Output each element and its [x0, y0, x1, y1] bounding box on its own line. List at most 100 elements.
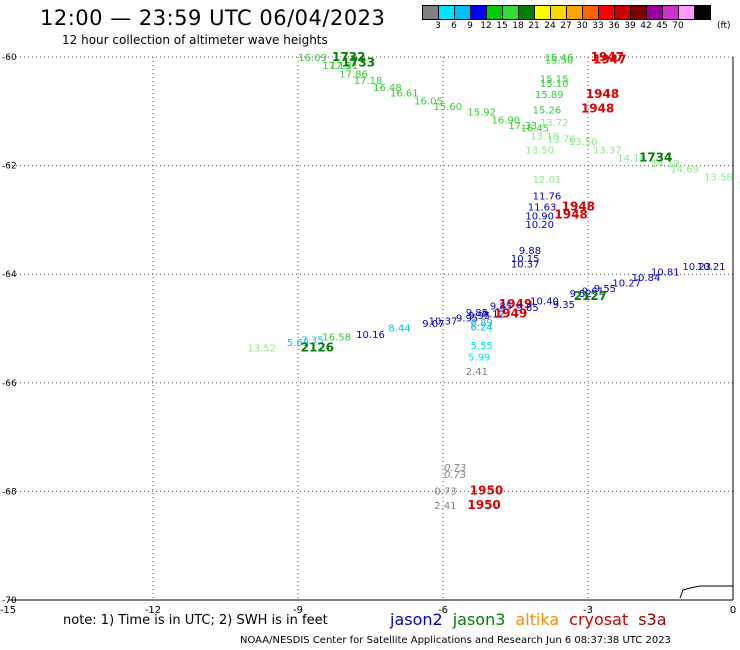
data-label: 11.63	[528, 202, 557, 213]
data-label: 16.48	[373, 83, 402, 94]
y-tick-label: -70	[2, 596, 17, 606]
data-label: 1948	[554, 207, 587, 221]
data-label: 13.58	[704, 172, 733, 183]
data-label: 15.10	[540, 79, 569, 90]
legend-label-14: 45	[656, 21, 668, 31]
data-label: 1949	[499, 297, 532, 311]
data-label: 13.76	[547, 134, 576, 145]
data-label: 1733	[342, 55, 375, 69]
y-tick-label: -62	[2, 162, 17, 172]
data-label: 15.60	[434, 102, 463, 113]
data-label: 9.55	[594, 284, 616, 295]
legend-label-1: 6	[451, 21, 457, 31]
data-label: 9.52	[570, 289, 592, 300]
data-label: 17.86	[339, 69, 368, 80]
data-label: 10.16	[356, 330, 385, 341]
data-label: 1948	[581, 102, 614, 116]
data-label: 9.88	[519, 246, 541, 257]
data-label: 16.09	[298, 53, 327, 64]
chart-title: 12:00 — 23:59 UTC 06/04/2023	[40, 6, 386, 30]
data-label: 13.18	[530, 132, 559, 143]
legend-label-9: 30	[576, 21, 588, 31]
data-label: 12.01	[533, 175, 562, 186]
data-label: 1947	[591, 50, 624, 64]
data-label: 8.44	[388, 323, 410, 334]
legend-label-6: 21	[528, 21, 540, 31]
data-label: 15.46	[545, 53, 574, 64]
legend-label-15: 70	[672, 21, 684, 31]
legend-label-5: 18	[512, 21, 524, 31]
legend-color-17	[694, 5, 711, 20]
y-tick-label: -68	[2, 487, 17, 497]
legend-label-4: 15	[496, 21, 508, 31]
note-text: note: 1) Time is in UTC; 2) SWH is in fe…	[63, 613, 328, 628]
data-label: 10.23	[682, 262, 711, 273]
data-label: 9.61	[582, 286, 604, 297]
data-label: 10.15	[511, 254, 540, 265]
data-label: 17.31	[330, 61, 359, 72]
data-label: 15.89	[535, 90, 564, 101]
data-label: 11.76	[533, 191, 562, 202]
y-tick-label: -66	[2, 379, 17, 389]
data-label: 1949	[494, 306, 527, 320]
data-label: 2127	[574, 289, 607, 303]
data-label: 12.61	[738, 181, 740, 192]
data-label: 14.18	[651, 159, 680, 170]
color-scale-legend	[422, 5, 711, 20]
satellite-legend: jason2 jason3 altika cryosat s3a	[390, 610, 667, 629]
data-label: 15.50	[545, 56, 574, 67]
data-label: 13.72	[540, 118, 569, 129]
data-label: 10.20	[525, 220, 554, 231]
data-label: 17.33	[508, 121, 537, 132]
data-label: 10.21	[697, 262, 726, 273]
data-label: 0.73	[444, 470, 466, 481]
data-label: 15.26	[533, 106, 562, 117]
data-label: 9.85	[466, 308, 488, 319]
legend-label-3: 12	[480, 21, 492, 31]
data-label: 9.95	[456, 314, 478, 325]
data-label: 10.84	[632, 273, 661, 284]
y-tick-label: -60	[2, 53, 17, 63]
data-label: 16.05	[414, 96, 443, 107]
footer-credit: NOAA/NESDIS Center for Satellite Applica…	[240, 635, 671, 646]
data-label: 6.24	[471, 322, 493, 333]
data-label: 16.45	[521, 124, 550, 135]
x-tick-label: -9	[293, 605, 303, 616]
x-tick-label: 0	[730, 605, 736, 616]
data-label: 10.90	[525, 212, 554, 223]
data-label: 10.81	[651, 267, 680, 278]
data-label: 15.15	[540, 75, 569, 86]
data-label: 1947	[593, 53, 626, 67]
color-scale-unit: (ft)	[717, 21, 731, 31]
data-label: 5.99	[468, 353, 490, 364]
data-label: 13.50	[569, 137, 598, 148]
data-label: 1950	[467, 498, 500, 512]
data-label: 9.12	[483, 309, 505, 320]
data-label: 16.58	[322, 333, 351, 344]
data-label: 9.07	[422, 319, 444, 330]
data-label: 2.41	[434, 501, 456, 512]
data-label: 9.95	[468, 311, 490, 322]
x-tick-label: -15	[0, 605, 16, 616]
satellite-altika: altika	[515, 610, 560, 629]
data-label: 17.18	[354, 76, 383, 87]
data-label: 6.89	[471, 318, 493, 329]
data-label: 5.55	[471, 341, 493, 352]
x-tick-label: -3	[583, 605, 593, 616]
data-label: 9.85	[516, 303, 538, 314]
data-label: 10.40	[530, 296, 559, 307]
legend-label-11: 36	[608, 21, 620, 31]
data-label: 14.16	[617, 153, 646, 164]
legend-label-2: 9	[467, 21, 473, 31]
color-scale-labels: 3 6 9 12 15 18 21 24 27 30 33 36 39 42 45 70	[422, 21, 686, 31]
data-label: 17.15	[322, 61, 351, 72]
x-tick-label: -12	[145, 605, 161, 616]
data-label: 1732	[332, 50, 365, 64]
data-label: 15.92	[467, 107, 496, 118]
legend-label-7: 24	[544, 21, 556, 31]
y-tick-label: -64	[2, 270, 17, 280]
data-label: 13.52	[247, 344, 276, 355]
data-label: 2126	[301, 341, 334, 355]
legend-label-0: 3	[435, 21, 441, 31]
